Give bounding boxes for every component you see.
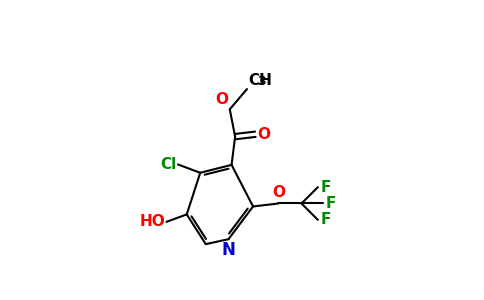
Text: HO: HO bbox=[139, 214, 165, 229]
Text: F: F bbox=[320, 180, 331, 195]
Text: CH: CH bbox=[248, 73, 272, 88]
Text: F: F bbox=[325, 196, 335, 211]
Text: N: N bbox=[222, 241, 235, 259]
Text: F: F bbox=[320, 212, 331, 227]
Text: Cl: Cl bbox=[160, 157, 177, 172]
Text: O: O bbox=[215, 92, 228, 107]
Text: 3: 3 bbox=[257, 76, 265, 88]
Text: O: O bbox=[257, 127, 271, 142]
Text: O: O bbox=[272, 185, 285, 200]
